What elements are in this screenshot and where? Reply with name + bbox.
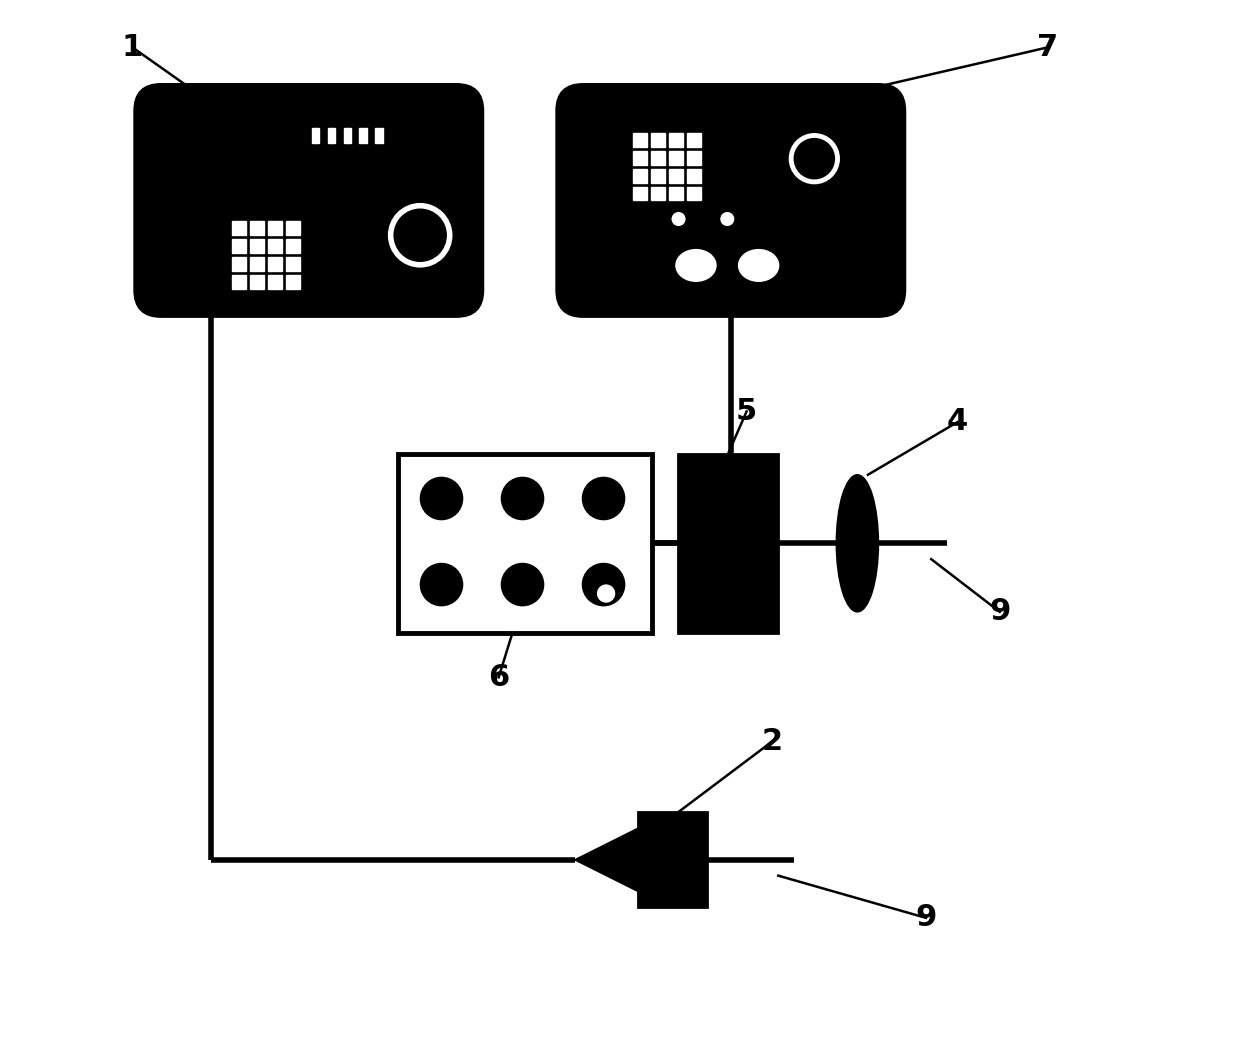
Bar bbox=[651, 187, 665, 200]
Text: 9: 9 bbox=[990, 597, 1011, 627]
Text: 5: 5 bbox=[737, 397, 758, 426]
Bar bbox=[637, 812, 707, 907]
Bar bbox=[250, 257, 264, 271]
Bar bbox=[286, 239, 300, 253]
Bar bbox=[250, 239, 264, 253]
Circle shape bbox=[595, 583, 616, 605]
Text: 4: 4 bbox=[947, 407, 968, 437]
Ellipse shape bbox=[836, 475, 878, 612]
Circle shape bbox=[791, 135, 837, 181]
Bar bbox=[651, 133, 665, 147]
Bar bbox=[232, 239, 246, 253]
Bar bbox=[286, 275, 300, 289]
Bar bbox=[651, 151, 665, 165]
Circle shape bbox=[420, 563, 463, 606]
Bar bbox=[687, 151, 701, 165]
Bar bbox=[651, 169, 665, 183]
Bar bbox=[670, 133, 683, 147]
Text: 6: 6 bbox=[489, 663, 510, 692]
Bar bbox=[250, 275, 264, 289]
Bar bbox=[232, 257, 246, 271]
Circle shape bbox=[720, 213, 734, 226]
Text: 9: 9 bbox=[915, 903, 936, 933]
Bar bbox=[286, 257, 300, 271]
Bar bbox=[312, 128, 320, 142]
FancyBboxPatch shape bbox=[557, 84, 905, 316]
Bar bbox=[687, 133, 701, 147]
Ellipse shape bbox=[739, 250, 779, 282]
Bar bbox=[286, 222, 300, 235]
Bar bbox=[678, 454, 779, 633]
Bar bbox=[670, 151, 683, 165]
Circle shape bbox=[501, 477, 543, 520]
Bar bbox=[376, 128, 383, 142]
Circle shape bbox=[672, 213, 684, 226]
Bar bbox=[327, 128, 335, 142]
Polygon shape bbox=[574, 828, 637, 891]
Circle shape bbox=[420, 477, 463, 520]
Bar bbox=[232, 222, 246, 235]
Ellipse shape bbox=[676, 250, 715, 282]
Bar bbox=[687, 187, 701, 200]
Bar bbox=[360, 128, 367, 142]
Bar bbox=[670, 187, 683, 200]
Circle shape bbox=[501, 563, 543, 606]
Bar bbox=[634, 187, 647, 200]
Text: 1: 1 bbox=[122, 33, 143, 62]
Text: 2: 2 bbox=[761, 727, 782, 756]
Circle shape bbox=[391, 206, 450, 265]
Bar bbox=[343, 128, 351, 142]
Bar bbox=[634, 133, 647, 147]
Bar bbox=[268, 257, 281, 271]
Bar bbox=[268, 222, 281, 235]
Circle shape bbox=[583, 477, 625, 520]
Bar bbox=[687, 169, 701, 183]
Bar bbox=[250, 222, 264, 235]
Bar bbox=[634, 151, 647, 165]
Text: 7: 7 bbox=[1037, 33, 1058, 62]
Circle shape bbox=[583, 563, 625, 606]
Bar bbox=[268, 275, 281, 289]
Bar bbox=[268, 239, 281, 253]
Bar bbox=[232, 275, 246, 289]
Bar bbox=[670, 169, 683, 183]
Bar bbox=[634, 169, 647, 183]
Bar bbox=[398, 454, 652, 633]
FancyBboxPatch shape bbox=[135, 84, 482, 316]
